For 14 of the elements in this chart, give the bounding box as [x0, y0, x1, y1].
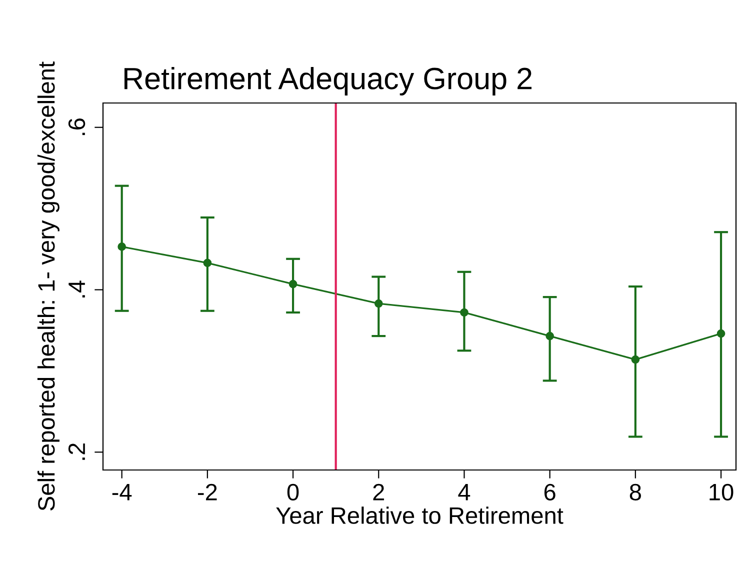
x-tick-label: 2: [373, 484, 384, 500]
x-axis-title: Year Relative to Retirement: [276, 506, 564, 524]
chart-title: Retirement Adequacy Group 2: [124, 66, 532, 96]
x-tick-label: -4: [112, 484, 132, 500]
x-tick-label: -2: [198, 484, 217, 500]
x-tick-label: 10: [710, 484, 734, 501]
x-tick-label: 4: [458, 484, 470, 500]
y-tick-label: .6: [68, 118, 86, 136]
y-tick-label: .4: [68, 280, 85, 298]
y-axis-title: Self reported health: 1- very good/excellent: [37, 62, 60, 511]
x-tick-label: 6: [544, 484, 556, 501]
x-tick-label: 0: [287, 484, 299, 501]
x-tick-label: 8: [630, 484, 641, 501]
y-tick-label: .2: [68, 443, 85, 460]
